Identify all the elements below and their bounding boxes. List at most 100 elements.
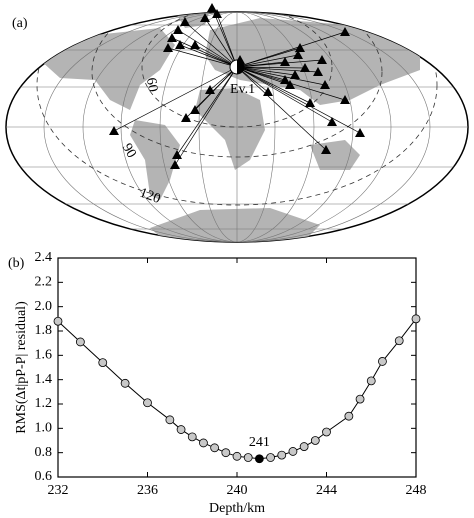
point — [75, 337, 85, 347]
point — [322, 427, 331, 437]
y-tick-label: 0.8 — [35, 445, 53, 460]
station — [109, 126, 119, 135]
station — [212, 9, 222, 18]
station — [181, 113, 191, 122]
x-tick-label: 248 — [406, 483, 427, 498]
station — [355, 128, 365, 137]
point — [299, 442, 309, 451]
map: (a) Ev.1 60 90 120 — [5, 3, 469, 243]
point — [411, 314, 421, 324]
station — [320, 80, 330, 89]
point — [199, 438, 208, 448]
distance-label: 90 — [119, 141, 139, 161]
point — [210, 443, 220, 453]
y-axis-label: RMS(Δt|pP-P| residual) — [14, 301, 29, 434]
point — [187, 432, 197, 442]
station — [180, 17, 190, 26]
point — [98, 358, 108, 368]
station — [167, 33, 177, 42]
ray — [167, 47, 238, 68]
distance-label: 60 — [143, 77, 160, 93]
point — [355, 394, 365, 404]
ray — [236, 66, 327, 151]
point — [288, 447, 298, 456]
point — [277, 450, 287, 460]
y-tick-label: 2.4 — [35, 250, 53, 265]
point — [143, 398, 152, 408]
event-beachball-fill — [237, 60, 244, 74]
station — [327, 117, 337, 126]
point — [366, 376, 376, 386]
station — [280, 57, 290, 66]
point — [310, 436, 320, 445]
ray — [236, 66, 361, 134]
x-tick-label: 236 — [137, 483, 158, 498]
station — [340, 27, 350, 36]
point — [232, 451, 242, 461]
point — [266, 453, 275, 462]
ray — [236, 66, 306, 69]
point — [344, 411, 354, 421]
station — [340, 95, 350, 104]
point — [221, 448, 231, 458]
point — [53, 316, 63, 326]
point — [120, 378, 130, 388]
ray — [204, 17, 238, 68]
point — [176, 425, 186, 434]
y-tick-label: 1.4 — [35, 372, 53, 387]
panel-label: (a) — [12, 16, 28, 31]
station — [170, 160, 180, 169]
point — [243, 453, 253, 462]
x-tick-label: 244 — [316, 483, 337, 498]
ray — [194, 44, 238, 68]
station — [190, 105, 200, 114]
point — [254, 454, 264, 464]
station — [280, 75, 290, 84]
station — [263, 87, 273, 96]
rays — [113, 7, 361, 166]
line — [57, 318, 417, 460]
ray — [236, 54, 299, 68]
ray — [236, 61, 286, 68]
ray — [176, 66, 238, 156]
x-tick-label: 240 — [227, 483, 248, 498]
station — [295, 43, 305, 52]
event-label: Ev.1 — [230, 82, 255, 97]
ray — [236, 66, 296, 76]
x-tick-label: 232 — [48, 483, 69, 498]
y-tick-label: 1.8 — [35, 323, 53, 338]
ray — [236, 66, 311, 104]
ray — [174, 66, 238, 166]
distance-circles — [36, 12, 438, 206]
stations — [109, 3, 365, 169]
panel-label: (b) — [8, 256, 25, 271]
distance-label: 120 — [138, 186, 163, 207]
continents — [40, 12, 420, 242]
x-axis-label: Depth/km — [209, 501, 265, 516]
station — [285, 80, 295, 89]
plot-frame — [57, 257, 417, 478]
station — [290, 70, 300, 79]
ray — [194, 66, 238, 111]
point — [165, 415, 175, 425]
station — [172, 150, 182, 159]
ray — [184, 21, 238, 68]
y-tick-label: 1.0 — [35, 421, 53, 436]
station — [293, 50, 303, 59]
ray — [179, 44, 238, 68]
station — [175, 40, 185, 49]
station — [205, 85, 215, 94]
station — [321, 145, 331, 154]
y-tick-label: 1.6 — [35, 348, 53, 363]
station — [317, 55, 327, 64]
y-tick-label: 0.6 — [35, 469, 53, 484]
y-tick-label: 2.2 — [35, 275, 53, 290]
line-chart: (b) 0.6 0.8 1.0 1.2 1.4 1.6 1.8 2.0 2.2 2.4 232 236… — [8, 250, 427, 516]
station — [200, 13, 210, 22]
ray — [216, 13, 238, 68]
station — [305, 98, 315, 107]
ray — [171, 37, 238, 68]
station — [190, 40, 200, 49]
station — [207, 3, 217, 12]
